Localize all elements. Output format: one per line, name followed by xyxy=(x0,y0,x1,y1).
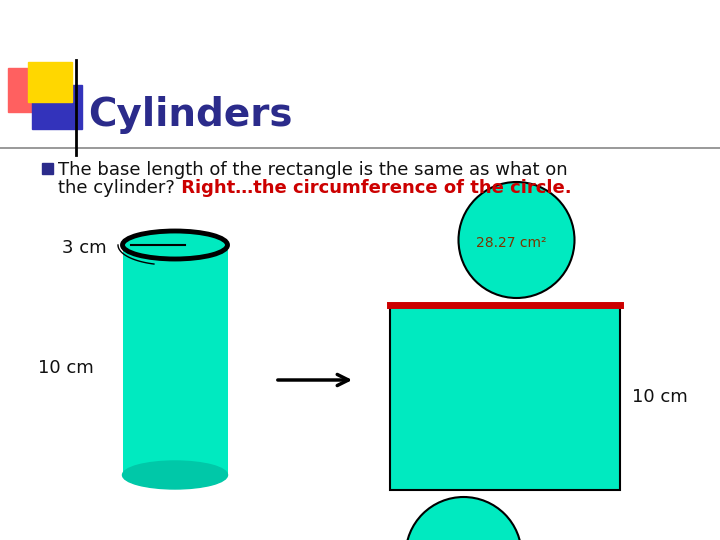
Ellipse shape xyxy=(122,231,228,259)
Text: the cylinder?: the cylinder? xyxy=(58,179,175,197)
Text: 10 cm: 10 cm xyxy=(632,388,688,407)
Bar xyxy=(122,245,228,475)
Text: Cylinders: Cylinders xyxy=(88,96,292,134)
Circle shape xyxy=(459,182,575,298)
Text: The base length of the rectangle is the same as what on: The base length of the rectangle is the … xyxy=(58,161,567,179)
Bar xyxy=(32,85,82,129)
Ellipse shape xyxy=(122,461,228,489)
Circle shape xyxy=(405,497,521,540)
Text: 10 cm: 10 cm xyxy=(38,359,94,377)
Bar xyxy=(42,163,53,174)
Text: 3 cm: 3 cm xyxy=(62,239,107,257)
Bar xyxy=(390,305,620,490)
Bar xyxy=(8,68,52,112)
Text: Right…the circumference of the circle.: Right…the circumference of the circle. xyxy=(175,179,572,197)
Text: 28.27 cm²: 28.27 cm² xyxy=(476,236,546,250)
Bar xyxy=(28,62,72,102)
